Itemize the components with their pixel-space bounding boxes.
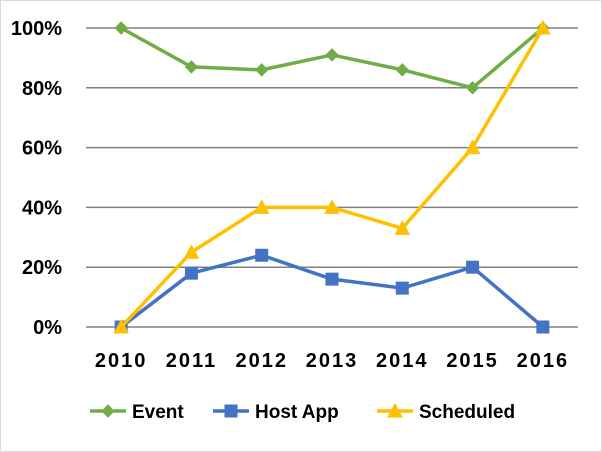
data-point (324, 199, 340, 214)
series-host-app (114, 248, 550, 334)
y-tick-label: 100% (11, 18, 62, 40)
series-lines (113, 19, 551, 334)
x-tick-label: 2013 (306, 350, 359, 372)
x-tick-label: 2010 (95, 350, 148, 372)
data-point (255, 63, 269, 77)
data-point (395, 281, 409, 295)
data-point (465, 81, 480, 95)
x-tick-label: 2011 (166, 350, 217, 372)
y-tick-label: 60% (22, 138, 62, 160)
data-point (113, 318, 129, 334)
data-point (536, 320, 550, 334)
data-point (325, 48, 339, 62)
data-point (253, 199, 270, 214)
series-line (120, 253, 544, 329)
y-tick-label: 40% (22, 197, 62, 219)
data-point (464, 139, 481, 155)
legend-item: Scheduled (377, 402, 515, 423)
data-point (325, 272, 339, 286)
data-point (183, 244, 200, 259)
data-point (184, 60, 199, 74)
data-point (184, 266, 198, 280)
x-tick-label: 2014 (376, 350, 429, 372)
legend-marker (224, 404, 238, 418)
x-tick-label: 2015 (446, 350, 499, 372)
x-tick-label: 2012 (235, 350, 288, 372)
legend-marker (387, 402, 403, 418)
data-point (394, 220, 411, 235)
data-point (535, 19, 551, 35)
data-point (114, 21, 128, 35)
series-scheduled (113, 19, 551, 334)
legend-label: Host App (255, 402, 339, 423)
legend-label: Event (132, 402, 184, 423)
legend-label: Scheduled (419, 402, 515, 423)
x-tick-label: 2016 (517, 350, 570, 372)
y-tick-label: 20% (22, 257, 62, 279)
y-tick-label: 0% (33, 317, 62, 339)
data-point (466, 260, 480, 274)
legend-item: Host App (213, 402, 339, 423)
legend: Event Host App Scheduled (90, 402, 515, 423)
legend-marker (101, 404, 115, 418)
x-axis-tick-labels: 2010 2011 2012 2013 2014 2015 2016 (95, 350, 570, 372)
y-tick-label: 80% (22, 78, 62, 100)
legend-item: Event (90, 402, 184, 423)
data-point (255, 248, 269, 262)
gridlines (86, 27, 578, 328)
series-event (114, 21, 550, 95)
y-axis-tick-labels: 0% 20% 40% 60% 80% 100% (11, 18, 62, 339)
data-point (395, 63, 409, 77)
